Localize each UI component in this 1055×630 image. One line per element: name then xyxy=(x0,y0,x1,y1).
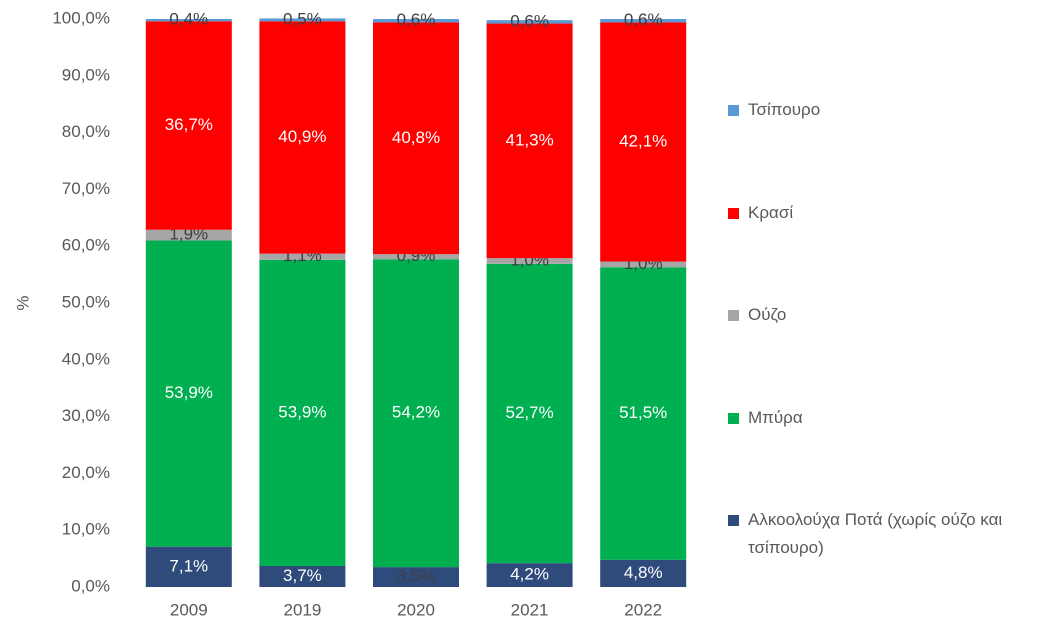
y-tick-label: 60,0% xyxy=(62,236,110,255)
y-tick-label: 90,0% xyxy=(62,65,110,84)
data-label: 0,6% xyxy=(510,11,549,30)
bar-segment xyxy=(373,567,459,587)
x-tick-label: 2022 xyxy=(624,600,662,619)
legend-item: Μπύρα xyxy=(728,404,1048,432)
data-label: 53,9% xyxy=(278,402,326,421)
y-tick-label: 0,0% xyxy=(71,576,110,595)
data-label: 53,9% xyxy=(165,383,213,402)
bar-segment xyxy=(145,19,232,22)
data-label: 40,8% xyxy=(392,128,440,147)
bar-segment xyxy=(486,263,573,564)
legend-label: Μπύρα xyxy=(748,407,803,427)
legend: Αλκοολούχα Ποτά (χωρίς ούζο και τσίπουρο… xyxy=(728,0,1048,630)
bar-segment xyxy=(259,253,346,260)
y-tick-label: 10,0% xyxy=(62,520,110,539)
bar-segment xyxy=(600,19,687,23)
bar-segment xyxy=(145,546,232,587)
data-label: 3,7% xyxy=(283,566,322,585)
legend-label: Τσίπουρο xyxy=(748,100,821,119)
legend-item: Ούζο xyxy=(728,301,1048,329)
bar-segment xyxy=(486,258,573,264)
data-label: 0,5% xyxy=(283,9,322,28)
data-label: 0,6% xyxy=(624,10,663,29)
bar-segment xyxy=(373,254,459,260)
legend-item: Κρασί xyxy=(728,199,1048,227)
x-tick-label: 2020 xyxy=(397,600,435,619)
x-tick-label: 2009 xyxy=(170,600,208,619)
bar-segment xyxy=(486,563,573,587)
y-tick-label: 20,0% xyxy=(62,463,110,482)
legend-swatch xyxy=(728,515,739,526)
bar-segment xyxy=(600,261,687,268)
bar-segment xyxy=(259,18,346,22)
y-tick-label: 40,0% xyxy=(62,349,110,368)
bar-segment xyxy=(259,21,346,254)
legend-item: Τσίπουρο xyxy=(728,96,1048,124)
data-label: 4,2% xyxy=(510,565,549,584)
legend-swatch xyxy=(728,207,739,219)
data-label: 51,5% xyxy=(619,403,667,422)
data-label: 7,1% xyxy=(169,556,208,575)
data-label: 0,6% xyxy=(397,10,436,29)
bar-segment xyxy=(600,22,687,262)
legend-label: Ούζο xyxy=(748,305,787,324)
legend-label: Κρασί xyxy=(748,202,794,222)
bar-segment xyxy=(145,240,232,547)
bar-segment xyxy=(600,267,687,560)
legend-item: Αλκοολούχα Ποτά (χωρίς ούζο και τσίπουρο… xyxy=(728,506,1048,562)
data-label: 0,4% xyxy=(169,10,208,29)
bar-segment xyxy=(373,19,459,23)
bar-segment xyxy=(373,259,459,568)
legend-swatch xyxy=(728,310,739,321)
bar-segment xyxy=(145,229,232,241)
y-tick-label: 80,0% xyxy=(62,122,110,141)
legend-swatch xyxy=(728,105,739,116)
x-tick-label: 2019 xyxy=(283,600,321,619)
data-label: 40,9% xyxy=(278,127,326,146)
y-axis-label: % xyxy=(13,295,32,310)
x-tick-label: 2021 xyxy=(511,600,549,619)
y-tick-label: 100,0% xyxy=(52,8,110,27)
bar-segment xyxy=(373,22,459,255)
legend-label: Αλκοολούχα Ποτά (χωρίς ούζο και τσίπουρο… xyxy=(748,510,1003,557)
legend-swatch xyxy=(728,412,739,424)
bar-segment xyxy=(259,259,346,566)
bar-segment xyxy=(486,20,573,24)
data-label: 36,7% xyxy=(165,115,213,134)
bar-segment xyxy=(486,23,573,259)
data-label: 3,5% xyxy=(397,567,436,586)
data-label: 41,3% xyxy=(505,130,553,149)
data-label: 54,2% xyxy=(392,403,440,422)
bar-segment xyxy=(259,565,346,587)
y-tick-label: 50,0% xyxy=(62,292,110,311)
data-label: 42,1% xyxy=(619,131,667,150)
bar-segment xyxy=(145,21,232,230)
data-label: 52,7% xyxy=(505,403,553,422)
data-label: 4,8% xyxy=(624,563,663,582)
bar-segment xyxy=(600,559,687,587)
y-tick-label: 30,0% xyxy=(62,406,110,425)
y-tick-label: 70,0% xyxy=(62,179,110,198)
